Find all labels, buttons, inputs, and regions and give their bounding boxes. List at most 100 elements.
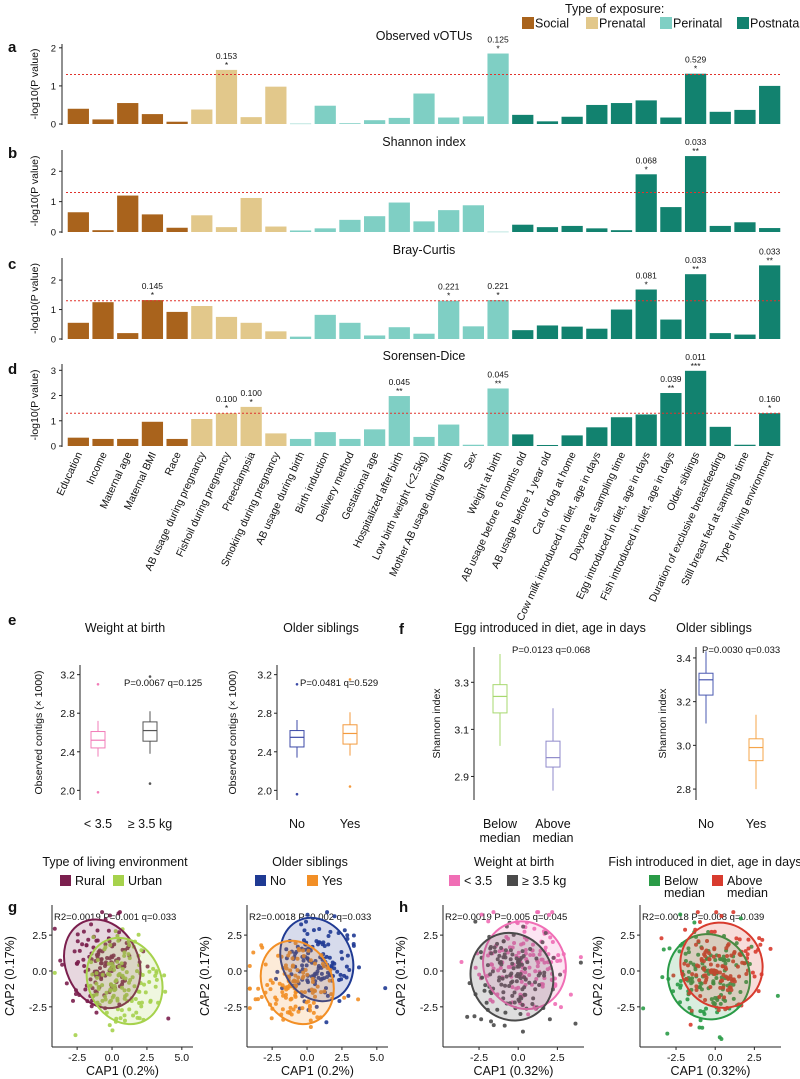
data-point: [136, 932, 141, 937]
bar-9: [265, 226, 287, 232]
data-point: [749, 944, 754, 949]
y-tick-label: 2.4: [60, 747, 75, 759]
data-point: [81, 929, 86, 934]
data-point: [324, 954, 329, 959]
data-point: [332, 966, 337, 971]
data-point: [578, 955, 583, 960]
data-point: [712, 972, 717, 977]
data-point: [484, 1000, 489, 1005]
outlier-point: [148, 782, 152, 785]
bar-28: [734, 444, 756, 446]
significance-stars: **: [668, 383, 675, 393]
x-tick-label: 0.0: [105, 1052, 120, 1064]
bar-18: [487, 231, 509, 233]
box: [342, 724, 358, 745]
data-point: [701, 973, 706, 978]
data-point: [317, 926, 322, 931]
data-point: [153, 973, 158, 978]
data-point: [308, 1008, 313, 1013]
data-point: [746, 937, 751, 942]
bar-24: [635, 289, 657, 339]
data-point: [724, 967, 729, 972]
data-point: [523, 970, 528, 975]
data-point: [488, 997, 493, 1002]
significance-stars: **: [692, 264, 699, 274]
data-point: [131, 1013, 136, 1018]
y-axis-title: -log10(P value): [29, 369, 41, 440]
data-point: [707, 957, 712, 962]
data-point: [503, 948, 508, 953]
data-point: [520, 949, 525, 954]
data-point: [276, 953, 281, 958]
data-point: [154, 977, 159, 982]
data-point: [127, 956, 132, 961]
panel-title: Older siblings: [676, 621, 752, 635]
box: [748, 738, 764, 762]
data-point: [91, 935, 96, 940]
data-point: [697, 920, 702, 925]
outlier-point: [295, 792, 299, 796]
data-point: [726, 958, 731, 963]
data-point: [522, 985, 527, 990]
data-point: [139, 1004, 144, 1009]
data-point: [89, 1004, 94, 1009]
data-point: [775, 993, 780, 998]
data-point: [508, 957, 513, 962]
bar-11: [314, 432, 336, 446]
data-point: [307, 1003, 312, 1008]
y-tick-label: 3.3: [454, 677, 469, 689]
data-point: [247, 963, 252, 968]
data-point: [520, 1029, 525, 1034]
data-point: [89, 960, 94, 965]
data-point: [289, 1012, 294, 1017]
data-point: [704, 948, 709, 953]
y-axis-title: CAP2 (0.17%): [591, 936, 605, 1016]
data-point: [338, 972, 343, 977]
bar-17: [462, 444, 484, 446]
data-point: [295, 979, 300, 984]
data-point: [284, 947, 289, 952]
data-point: [102, 947, 107, 952]
bar-2: [92, 438, 114, 446]
data-point: [696, 952, 701, 957]
data-point: [694, 988, 699, 993]
data-point: [768, 946, 773, 951]
significance-stars: *: [225, 60, 229, 70]
data-point: [527, 980, 532, 985]
data-point: [694, 984, 699, 989]
y-tick-label: 0.0: [32, 966, 47, 978]
legend-label: Rural: [75, 874, 105, 888]
data-point: [325, 993, 330, 998]
data-point: [83, 987, 88, 992]
box-panel-f1: Egg introduced in diet, age in days 2.9 3.…: [431, 621, 646, 845]
data-point: [300, 1006, 305, 1011]
data-point: [311, 928, 316, 933]
legend-label: median: [664, 886, 705, 900]
data-point: [314, 939, 319, 944]
data-point: [712, 1001, 717, 1006]
data-point: [502, 968, 507, 973]
data-point: [660, 975, 665, 980]
y-tick-label: 1: [51, 305, 56, 316]
x-tick-label: 5.0: [370, 1052, 385, 1064]
data-point: [73, 1033, 78, 1038]
data-point: [491, 910, 496, 915]
data-point: [536, 973, 541, 978]
data-point: [115, 959, 120, 964]
bar-24: [635, 100, 657, 124]
bar-18: [487, 53, 509, 124]
data-point: [120, 979, 125, 984]
legend-label: Above: [727, 874, 762, 888]
bar-26: [684, 156, 707, 232]
data-point: [110, 995, 115, 1000]
legend-swatch: [113, 875, 124, 886]
data-point: [293, 941, 298, 946]
bar-28: [734, 334, 756, 339]
data-point: [259, 943, 264, 948]
significance-stars: *: [768, 403, 772, 413]
data-point: [108, 988, 113, 993]
data-point: [510, 952, 515, 957]
data-point: [510, 993, 515, 998]
data-point: [694, 973, 699, 978]
